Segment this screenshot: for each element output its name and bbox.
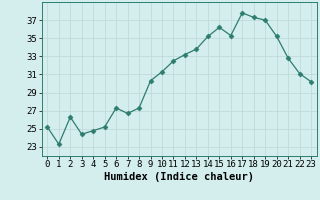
X-axis label: Humidex (Indice chaleur): Humidex (Indice chaleur) — [104, 172, 254, 182]
